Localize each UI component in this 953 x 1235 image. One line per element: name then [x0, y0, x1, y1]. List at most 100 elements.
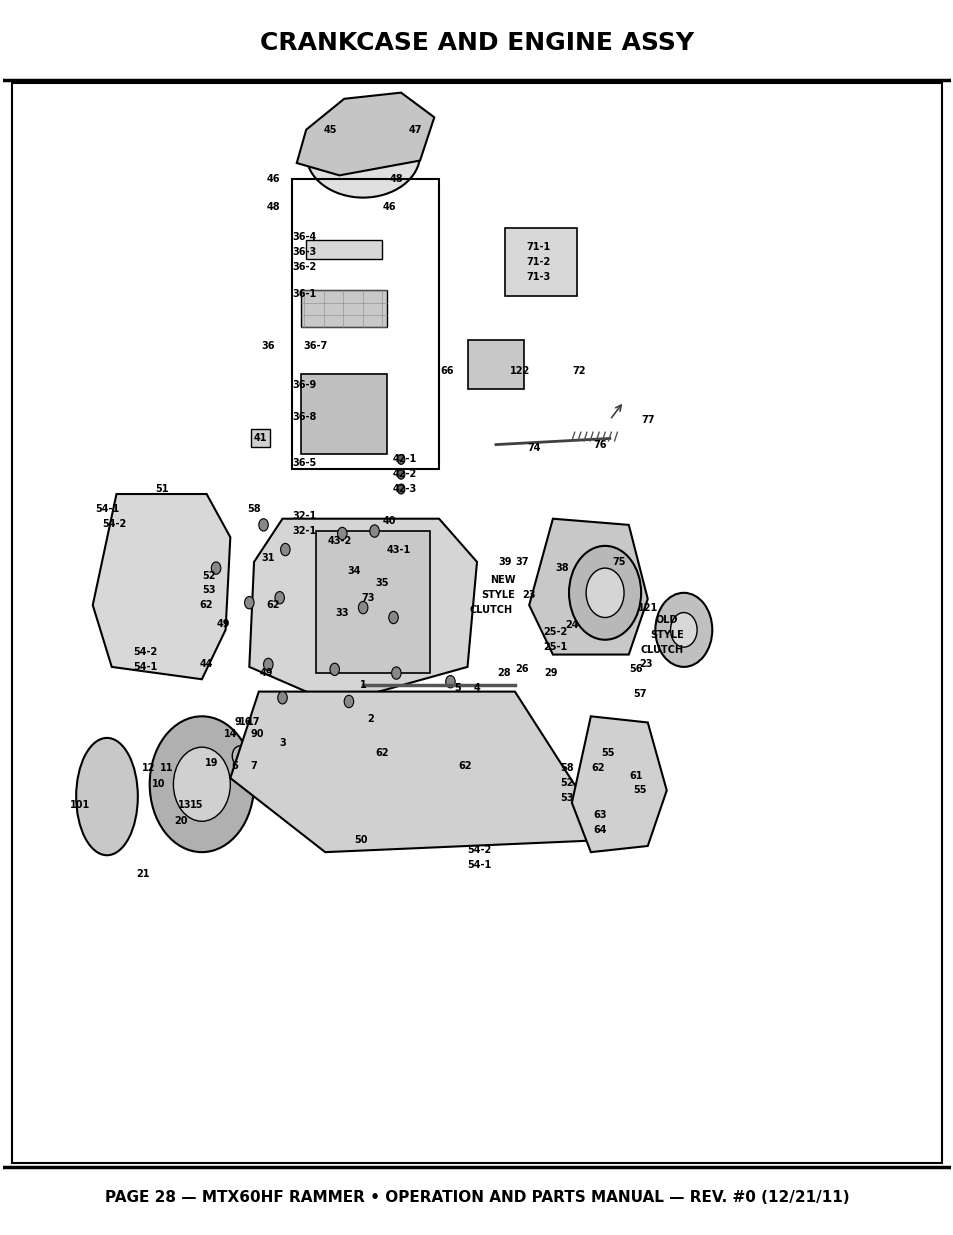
Text: 36-4: 36-4: [292, 232, 316, 242]
Bar: [12, 83, 941, 1163]
Text: 36-7: 36-7: [303, 341, 328, 351]
Text: 51: 51: [155, 484, 169, 494]
Circle shape: [212, 562, 220, 574]
Text: 66: 66: [439, 366, 453, 375]
Circle shape: [396, 469, 404, 479]
Text: 41: 41: [253, 433, 267, 443]
Text: 19: 19: [204, 758, 218, 768]
Text: 121: 121: [637, 603, 658, 613]
Circle shape: [274, 592, 284, 604]
Text: 42-2: 42-2: [393, 469, 416, 479]
Text: 42-3: 42-3: [393, 484, 416, 494]
Text: CLUTCH: CLUTCH: [639, 645, 683, 655]
Ellipse shape: [76, 739, 137, 856]
Text: 1: 1: [359, 680, 366, 690]
Text: 6: 6: [232, 761, 238, 771]
Text: 9: 9: [234, 718, 241, 727]
Circle shape: [277, 692, 287, 704]
Text: 75: 75: [612, 557, 625, 567]
Text: 71-3: 71-3: [526, 272, 550, 282]
Text: 34: 34: [347, 566, 360, 576]
Text: 3: 3: [279, 739, 286, 748]
Text: 54-2: 54-2: [467, 845, 492, 855]
Text: 55: 55: [633, 785, 646, 795]
Text: 57: 57: [633, 689, 646, 699]
Text: 39: 39: [498, 557, 512, 567]
Text: 71-1: 71-1: [526, 242, 550, 252]
Circle shape: [245, 742, 262, 764]
Polygon shape: [92, 494, 230, 679]
Circle shape: [271, 732, 294, 762]
Text: 35: 35: [375, 578, 389, 588]
Bar: [505, 228, 576, 296]
Text: 24: 24: [564, 620, 578, 630]
FancyBboxPatch shape: [301, 374, 387, 454]
Circle shape: [232, 746, 247, 766]
Text: 28: 28: [497, 668, 510, 678]
Ellipse shape: [306, 111, 419, 198]
Text: 62: 62: [200, 600, 213, 610]
Text: 15: 15: [191, 800, 204, 810]
Text: 43-2: 43-2: [327, 536, 352, 546]
Text: 40: 40: [382, 516, 396, 526]
Text: 62: 62: [591, 763, 604, 773]
Text: 62: 62: [458, 761, 472, 771]
Text: 53: 53: [559, 793, 574, 803]
Text: 36: 36: [261, 341, 274, 351]
Text: 52: 52: [202, 571, 216, 580]
Text: 20: 20: [174, 816, 188, 826]
Circle shape: [337, 527, 347, 540]
Text: 4: 4: [473, 683, 480, 693]
Text: STYLE: STYLE: [480, 590, 515, 600]
Bar: [306, 240, 382, 259]
Text: 53: 53: [202, 585, 216, 595]
Text: 101: 101: [71, 800, 91, 810]
Text: 54-2: 54-2: [132, 647, 157, 657]
Text: 77: 77: [640, 415, 654, 425]
Text: 38: 38: [555, 563, 569, 573]
Text: 43-1: 43-1: [387, 545, 411, 555]
Text: 64: 64: [593, 825, 606, 835]
Text: 10: 10: [152, 779, 166, 789]
Bar: [467, 340, 524, 389]
Text: 74: 74: [527, 443, 540, 453]
Text: 122: 122: [509, 366, 529, 375]
Text: 54-1: 54-1: [132, 662, 157, 672]
Circle shape: [655, 593, 712, 667]
Text: 25-1: 25-1: [543, 642, 567, 652]
Circle shape: [263, 658, 273, 671]
Text: 54-1: 54-1: [467, 860, 492, 869]
Circle shape: [244, 597, 253, 609]
Text: STYLE: STYLE: [649, 630, 683, 640]
Circle shape: [330, 663, 339, 676]
Text: 37: 37: [516, 557, 529, 567]
Text: 36-2: 36-2: [292, 262, 316, 272]
Text: 25-2: 25-2: [543, 627, 567, 637]
Text: 62: 62: [266, 600, 279, 610]
Circle shape: [670, 613, 697, 647]
Polygon shape: [571, 716, 666, 852]
Text: 44: 44: [200, 659, 213, 669]
Circle shape: [585, 568, 623, 618]
Text: 12: 12: [142, 763, 155, 773]
Text: 11: 11: [160, 763, 173, 773]
Text: 36-3: 36-3: [292, 247, 316, 257]
Circle shape: [568, 546, 640, 640]
Text: 2: 2: [367, 714, 374, 724]
Text: 55: 55: [600, 748, 614, 758]
Text: 46: 46: [382, 203, 396, 212]
Circle shape: [280, 543, 290, 556]
Text: 32-1: 32-1: [292, 511, 316, 521]
Text: 63: 63: [593, 810, 606, 820]
Text: 13: 13: [178, 800, 192, 810]
Text: 71-2: 71-2: [526, 257, 550, 267]
Circle shape: [389, 611, 397, 624]
Text: 26: 26: [515, 664, 528, 674]
Text: 76: 76: [593, 440, 606, 450]
Circle shape: [150, 716, 253, 852]
Text: 73: 73: [361, 593, 375, 603]
Text: 36-1: 36-1: [292, 289, 316, 299]
Text: 58: 58: [559, 763, 574, 773]
Text: 52: 52: [559, 778, 574, 788]
Text: 36-9: 36-9: [292, 380, 316, 390]
